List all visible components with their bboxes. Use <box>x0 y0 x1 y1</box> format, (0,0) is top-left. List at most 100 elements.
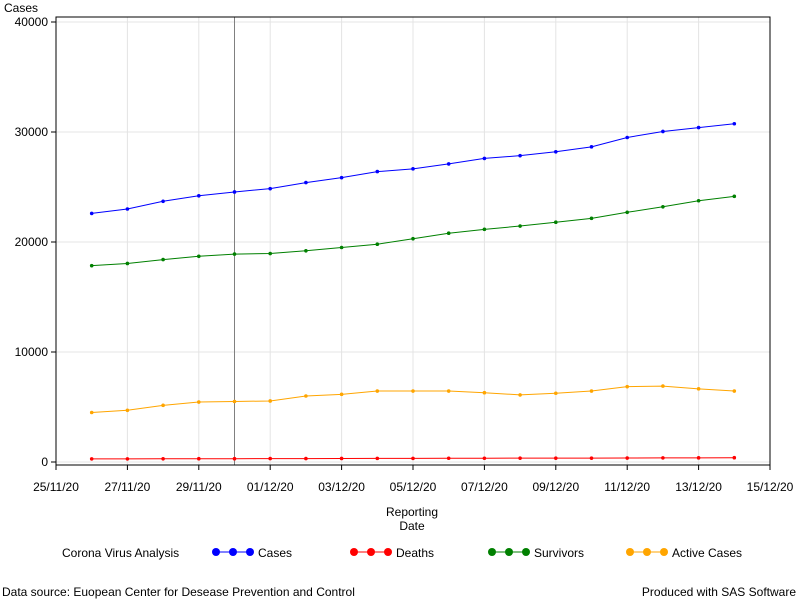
data-point <box>518 224 522 228</box>
data-point <box>625 384 629 389</box>
legend-item: Survivors <box>488 546 584 560</box>
data-point <box>518 153 522 158</box>
data-point <box>125 261 130 266</box>
legend-swatch-marker <box>643 548 651 556</box>
legend-item: Active Cases <box>626 546 742 560</box>
legend-swatch-marker <box>522 548 530 556</box>
data-point <box>375 242 380 246</box>
legend-swatch-marker <box>367 548 375 556</box>
data-point <box>696 125 701 130</box>
data-point <box>304 249 308 253</box>
data-point <box>446 389 451 393</box>
axis-layer: 0 10000 20000 30000 40000 25/11/20 27/11/20 29/… <box>15 15 794 494</box>
data-point <box>696 387 701 391</box>
data-point <box>411 167 415 171</box>
x-tick-label: 01/12/20 <box>247 480 294 494</box>
data-point <box>232 190 237 194</box>
data-point <box>554 391 558 396</box>
data-point <box>268 456 273 461</box>
data-point <box>589 389 594 393</box>
data-point <box>732 121 737 126</box>
data-point <box>232 456 237 461</box>
data-point <box>446 456 451 461</box>
legend-label: Active Cases <box>672 546 742 560</box>
data-point <box>732 194 737 199</box>
footer-credit: Produced with SAS Software <box>642 585 796 599</box>
series-deaths <box>89 455 737 461</box>
legend-swatch-marker <box>246 548 254 556</box>
x-tick-label: 29/11/20 <box>176 480 222 494</box>
data-point <box>268 251 273 256</box>
data-point <box>482 156 487 161</box>
data-point <box>375 169 380 174</box>
y-axis-label: Cases <box>4 1 38 15</box>
data-point <box>732 389 737 393</box>
y-tick-label: 40000 <box>15 15 49 29</box>
y-tick-label: 0 <box>41 455 48 469</box>
y-tick-label: 20000 <box>15 235 49 249</box>
data-point <box>197 254 201 259</box>
data-point <box>554 150 558 154</box>
data-point <box>661 456 665 460</box>
x-tick-label: 07/12/20 <box>461 480 508 494</box>
x-tick-label: 05/12/20 <box>390 480 437 494</box>
data-point <box>554 220 558 224</box>
x-tick-label: 15/12/20 <box>747 480 794 494</box>
legend-title: Corona Virus Analysis <box>62 546 179 560</box>
data-point <box>375 389 380 393</box>
legend-swatch-marker <box>384 548 392 556</box>
legend: Corona Virus Analysis Cases Deaths Survivo… <box>62 546 742 560</box>
series-survivors <box>89 194 737 268</box>
legend-item: Deaths <box>350 546 434 560</box>
legend-swatch-marker <box>350 548 358 556</box>
data-point <box>339 392 344 397</box>
x-tick-label: 27/11/20 <box>104 480 150 494</box>
data-point <box>732 455 737 460</box>
footer-source: Data source: Euopean Center for Desease … <box>2 585 355 599</box>
legend-item: Cases <box>212 546 292 560</box>
data-point <box>696 198 701 203</box>
data-point <box>589 456 594 460</box>
data-point <box>411 236 415 241</box>
legend-swatch-marker <box>229 548 237 556</box>
y-tick-label: 30000 <box>15 125 49 139</box>
data-point <box>89 263 94 268</box>
x-axis-label-line-1: Reporting <box>386 505 438 519</box>
data-point <box>304 180 308 185</box>
legend-label: Survivors <box>534 546 584 560</box>
data-point <box>304 456 308 461</box>
series-layer <box>89 121 737 461</box>
data-point <box>518 456 522 460</box>
data-point <box>197 194 201 198</box>
data-point <box>554 456 558 460</box>
legend-swatch-marker <box>626 548 634 556</box>
data-point <box>161 457 165 461</box>
data-point <box>411 389 415 393</box>
data-point <box>625 135 629 140</box>
legend-swatch-marker <box>212 548 220 556</box>
x-tick-label: 13/12/20 <box>675 480 722 494</box>
legend-label: Deaths <box>396 546 434 560</box>
grid-layer <box>56 17 770 465</box>
data-point <box>589 216 594 221</box>
data-point <box>89 211 94 216</box>
x-tick-label: 25/11/20 <box>33 480 79 494</box>
data-point <box>482 456 487 461</box>
data-point <box>625 456 629 460</box>
data-point <box>268 399 273 403</box>
series-active-cases <box>89 384 737 415</box>
x-axis-label-line-2: Date <box>399 519 425 533</box>
data-point <box>482 227 487 232</box>
data-point <box>339 175 344 180</box>
data-point <box>339 245 344 250</box>
x-tick-label: 09/12/20 <box>532 480 579 494</box>
data-point <box>125 207 130 211</box>
data-point <box>411 456 415 461</box>
data-point <box>161 257 165 262</box>
series-cases <box>89 121 737 216</box>
data-point <box>446 162 451 166</box>
data-point <box>589 145 594 149</box>
data-point <box>232 252 237 256</box>
legend-swatch-marker <box>488 548 496 556</box>
